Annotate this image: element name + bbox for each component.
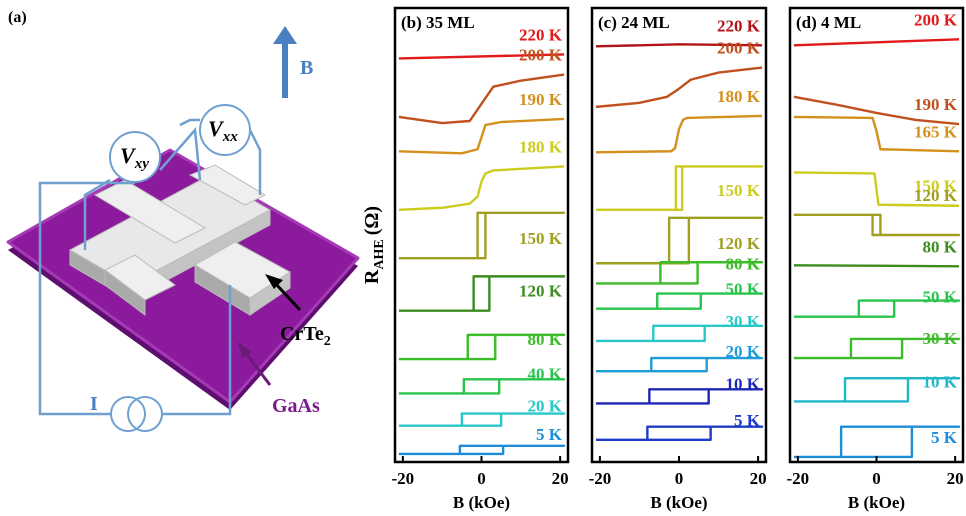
legend-label: 80 K — [726, 254, 761, 273]
legend-label: 180 K — [519, 137, 563, 156]
legend-label: 120 K — [914, 186, 958, 205]
legend-label: 200 K — [519, 46, 563, 65]
curve — [399, 446, 564, 454]
current-label: I — [90, 393, 98, 415]
panel-title: (c) 24 ML — [598, 13, 670, 32]
legend-label: 5 K — [734, 411, 761, 430]
curve — [399, 166, 564, 209]
figure: (a) B Vxy Vxx — [0, 0, 966, 516]
device-diagram: (a) B Vxy Vxx — [8, 9, 358, 431]
legend-label: 190 K — [914, 95, 958, 114]
x-tick-label: -20 — [589, 469, 612, 488]
legend-label: 10 K — [923, 372, 958, 391]
legend-label: 180 K — [717, 87, 761, 106]
x-tick-label: 20 — [947, 469, 964, 488]
panel: 220 K 200 K 180 K 150 K 120 K80 K 50 K 30 K 20 … — [589, 8, 767, 512]
legend-label: 80 K — [528, 330, 563, 349]
x-tick-label: 20 — [750, 469, 767, 488]
x-axis-label: B (kOe) — [848, 493, 905, 512]
legend-label: 150 K — [717, 181, 761, 200]
y-axis-label: RAHE (Ω) — [361, 206, 387, 284]
y-label-main: R — [361, 269, 383, 284]
y-label-sub: AHE — [372, 239, 387, 269]
legend-label: 120 K — [717, 234, 761, 253]
x-tick-label: 0 — [872, 469, 881, 488]
legend-label: 10 K — [726, 374, 761, 393]
curve — [794, 39, 959, 45]
substrate-label: GaAs — [272, 395, 320, 417]
material-main: CrTe — [280, 323, 324, 345]
curve — [794, 265, 959, 266]
panel: 220 K 200 K 190 K 180 K 150 K 120 K 80 K 40 K 20… — [392, 8, 569, 512]
x-tick-label: -20 — [787, 469, 810, 488]
field-label: B — [300, 57, 313, 79]
page: (a) B Vxy Vxx — [0, 0, 966, 516]
panel-title: (b) 35 ML — [401, 13, 475, 32]
field-arrowhead — [273, 26, 297, 44]
x-tick-label: 0 — [675, 469, 684, 488]
y-label-unit: (Ω) — [361, 206, 383, 235]
legend-label: 30 K — [726, 312, 761, 331]
legend-label: 40 K — [528, 364, 563, 383]
x-tick-label: 0 — [477, 469, 486, 488]
legend-label: 200 K — [914, 10, 958, 29]
legend-label: 50 K — [726, 280, 761, 299]
legend-label: 120 K — [519, 282, 563, 301]
x-axis-label: B (kOe) — [453, 493, 510, 512]
substrate — [8, 150, 358, 402]
x-tick-label: 20 — [552, 469, 569, 488]
legend-label: 20 K — [726, 342, 761, 361]
curve — [794, 215, 959, 235]
vxy-sub: xy — [134, 156, 150, 172]
legend-label: 20 K — [528, 397, 563, 416]
material-sub: 2 — [324, 334, 331, 349]
legend-label: 220 K — [519, 25, 563, 44]
panel-title: (d) 4 ML — [796, 13, 861, 32]
legend-label: 50 K — [923, 288, 958, 307]
legend-label: 190 K — [519, 90, 563, 109]
vxx-sub: xx — [222, 129, 239, 145]
x-tick-label: -20 — [392, 469, 415, 488]
legend-label: 5 K — [536, 425, 563, 444]
legend-label: 80 K — [923, 237, 958, 256]
legend-label: 150 K — [519, 229, 563, 248]
legend-label: 220 K — [717, 16, 761, 35]
curve — [596, 116, 762, 152]
legend-label: 165 K — [914, 122, 958, 141]
legend-label: 5 K — [931, 428, 958, 447]
legend-label: 30 K — [923, 329, 958, 348]
legend-label: 200 K — [717, 39, 761, 58]
x-axis-label: B (kOe) — [650, 493, 707, 512]
panel-label: (a) — [8, 9, 27, 26]
